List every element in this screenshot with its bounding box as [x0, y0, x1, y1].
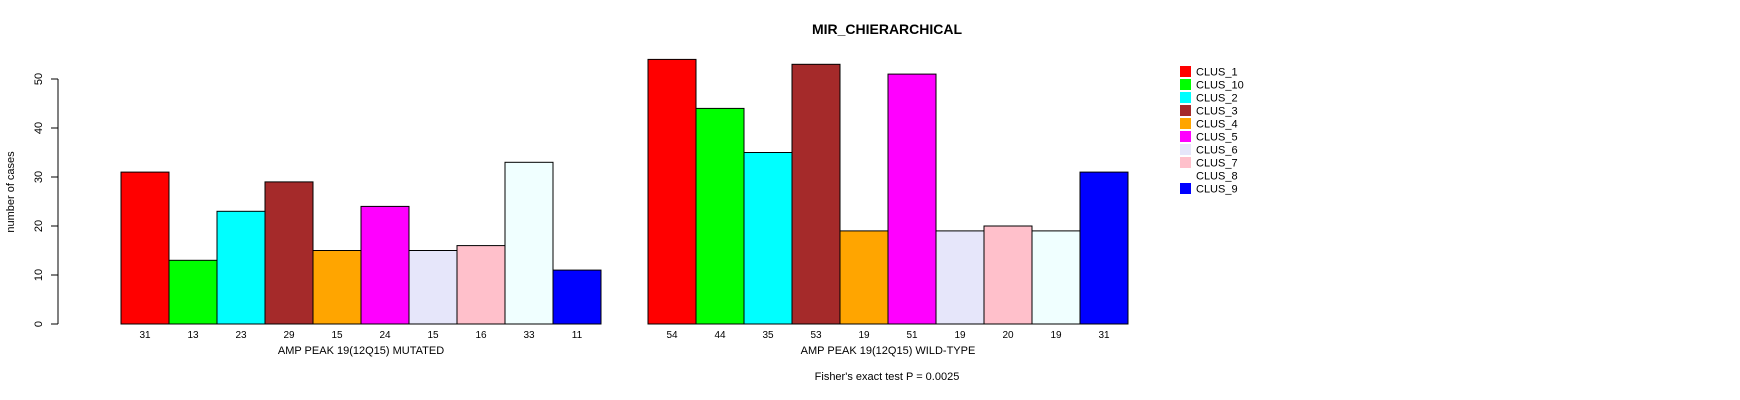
y-tick-label: 50 [33, 73, 45, 85]
legend-swatch [1180, 92, 1191, 103]
bar-clus-3-group-1 [264, 181, 314, 325]
legend-swatch [1180, 183, 1191, 194]
bar-count-label: 31 [1098, 330, 1110, 341]
group-label: AMP PEAK 19(12Q15) MUTATED [278, 345, 444, 357]
bar-clus-2-group-1 [216, 210, 266, 325]
legend-label: CLUS_7 [1196, 158, 1238, 170]
bars [120, 58, 1129, 325]
bar-clus-3-group-2 [791, 63, 841, 325]
bar-clus-7-group-1 [456, 245, 506, 325]
bar-count-label: 31 [139, 330, 151, 341]
bar-clus-10-group-1 [168, 259, 218, 325]
legend-swatch [1180, 157, 1191, 168]
legend-label: CLUS_5 [1196, 132, 1238, 144]
fisher-test-footnote: Fisher's exact test P = 0.0025 [815, 371, 960, 383]
group-labels: AMP PEAK 19(12Q15) MUTATED AMP PEAK 19(12… [278, 345, 975, 357]
bar-clus-9-group-2 [1079, 171, 1129, 325]
legend-swatch [1180, 105, 1191, 116]
bar-count-label: 20 [1002, 330, 1014, 341]
bar-count-label: 23 [235, 330, 247, 341]
legend-swatch [1180, 79, 1191, 90]
legend-label: CLUS_4 [1196, 119, 1238, 131]
bar-clus-10-group-2 [695, 107, 745, 325]
y-tick-label: 30 [33, 171, 45, 183]
legend-swatch [1180, 66, 1191, 77]
bar-clus-1-group-1 [120, 171, 170, 325]
bar-count-label: 54 [666, 330, 678, 341]
y-tick-label: 10 [33, 269, 45, 281]
bar-count-label: 15 [427, 330, 439, 341]
legend-label: CLUS_2 [1196, 93, 1238, 105]
bar-count-label: 44 [714, 330, 726, 341]
y-axis-label: number of cases [5, 151, 17, 233]
bar-count-label: 51 [906, 330, 918, 341]
y-tick-label: 40 [33, 122, 45, 134]
bar-clus-8-group-2 [1031, 230, 1081, 325]
bar-clus-1-group-2 [647, 58, 697, 325]
bar-count-label: 13 [187, 330, 199, 341]
y-tick-label: 0 [33, 321, 45, 327]
bar-clus-6-group-1 [408, 250, 458, 325]
y-tick-label: 20 [33, 220, 45, 232]
bar-clus-8-group-1 [504, 161, 554, 325]
bar-count-label: 11 [572, 330, 583, 341]
bar-count-label: 53 [810, 330, 822, 341]
bar-clus-6-group-2 [935, 230, 985, 325]
legend-swatch [1180, 118, 1191, 129]
bar-clus-4-group-2 [839, 230, 889, 325]
bar-count-label: 35 [762, 330, 774, 341]
bar-clus-7-group-2 [983, 225, 1033, 325]
legend-label: CLUS_6 [1196, 145, 1238, 157]
bar-count-label: 29 [283, 330, 295, 341]
bar-clus-4-group-1 [312, 250, 362, 325]
bar-count-labels: 31 13 23 29 15 24 15 16 33 11 54 44 35 53 19 51 19 20 19 31 [139, 330, 1110, 341]
legend-label: CLUS_1 [1196, 67, 1238, 79]
legend: CLUS_1CLUS_10CLUS_2CLUS_3CLUS_4CLUS_5CLU… [1180, 66, 1244, 196]
legend-label: CLUS_8 [1196, 171, 1238, 183]
legend-swatch [1180, 170, 1191, 181]
bar-clus-9-group-1 [552, 269, 602, 325]
group-label: AMP PEAK 19(12Q15) WILD-TYPE [801, 345, 976, 357]
bar-count-label: 19 [954, 330, 966, 341]
bar-clus-2-group-2 [743, 152, 793, 325]
bar-count-label: 19 [858, 330, 870, 341]
y-axis: 0 10 20 30 40 50 [33, 73, 59, 327]
bar-clus-5-group-2 [887, 73, 937, 325]
bar-count-label: 33 [523, 330, 535, 341]
chart-title: MIR_CHIERARCHICAL [812, 21, 963, 37]
legend-label: CLUS_9 [1196, 184, 1238, 196]
bar-count-label: 15 [331, 330, 343, 341]
bar-count-label: 19 [1050, 330, 1062, 341]
bar-clus-5-group-1 [360, 205, 410, 325]
bar-count-label: 24 [379, 330, 391, 341]
legend-swatch [1180, 144, 1191, 155]
legend-label: CLUS_10 [1196, 80, 1244, 92]
bar-count-label: 16 [475, 330, 487, 341]
legend-label: CLUS_3 [1196, 106, 1238, 118]
legend-swatch [1180, 131, 1191, 142]
